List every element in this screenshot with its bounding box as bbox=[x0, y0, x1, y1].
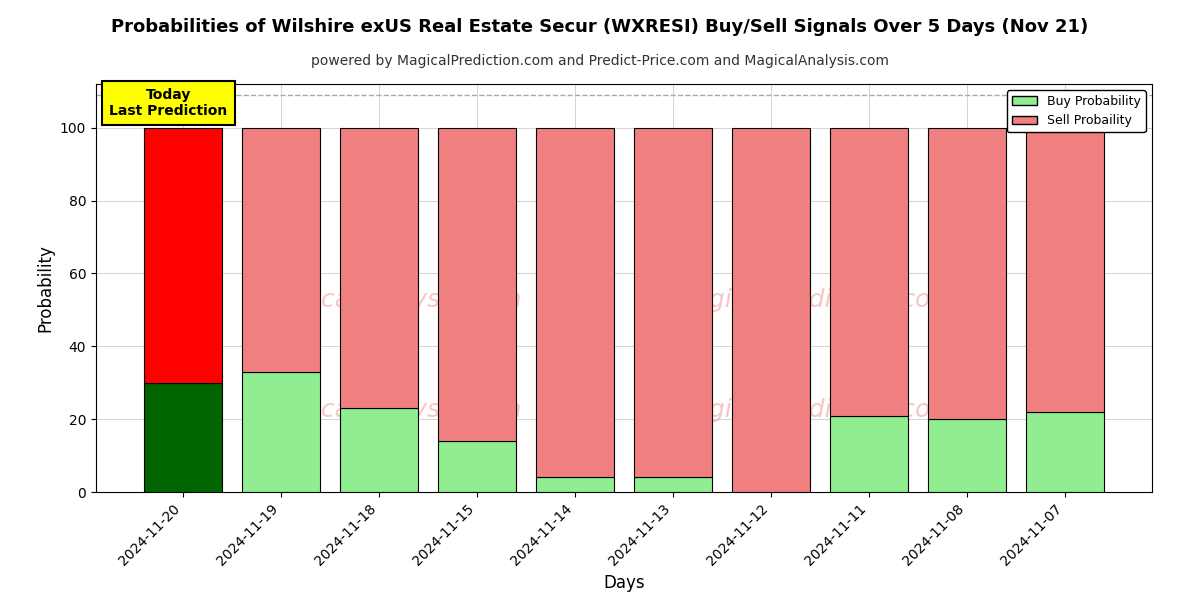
Bar bbox=[829, 128, 908, 415]
Bar bbox=[144, 128, 222, 383]
Bar bbox=[438, 128, 516, 441]
Bar bbox=[242, 372, 320, 492]
Bar bbox=[1026, 128, 1104, 412]
Bar bbox=[242, 128, 320, 372]
Bar bbox=[928, 419, 1006, 492]
Bar bbox=[1026, 412, 1104, 492]
Text: MagicalPrediction.com: MagicalPrediction.com bbox=[673, 288, 955, 312]
Y-axis label: Probability: Probability bbox=[36, 244, 54, 332]
Bar bbox=[340, 128, 419, 408]
Bar bbox=[634, 478, 712, 492]
Text: Today
Last Prediction: Today Last Prediction bbox=[109, 88, 228, 118]
Bar bbox=[732, 128, 810, 492]
Bar bbox=[634, 128, 712, 478]
Bar bbox=[536, 128, 614, 478]
Text: MagicalPrediction.com: MagicalPrediction.com bbox=[673, 398, 955, 422]
Legend: Buy Probability, Sell Probaility: Buy Probability, Sell Probaility bbox=[1007, 90, 1146, 133]
Bar bbox=[829, 415, 908, 492]
Bar bbox=[340, 408, 419, 492]
Bar bbox=[438, 441, 516, 492]
Bar bbox=[144, 383, 222, 492]
Text: MagicalAnalysis.com: MagicalAnalysis.com bbox=[262, 288, 522, 312]
Bar bbox=[928, 128, 1006, 419]
Text: powered by MagicalPrediction.com and Predict-Price.com and MagicalAnalysis.com: powered by MagicalPrediction.com and Pre… bbox=[311, 54, 889, 68]
Text: Probabilities of Wilshire exUS Real Estate Secur (WXRESI) Buy/Sell Signals Over : Probabilities of Wilshire exUS Real Esta… bbox=[112, 18, 1088, 36]
Text: MagicalAnalysis.com: MagicalAnalysis.com bbox=[262, 398, 522, 422]
X-axis label: Days: Days bbox=[604, 574, 644, 592]
Bar bbox=[536, 478, 614, 492]
